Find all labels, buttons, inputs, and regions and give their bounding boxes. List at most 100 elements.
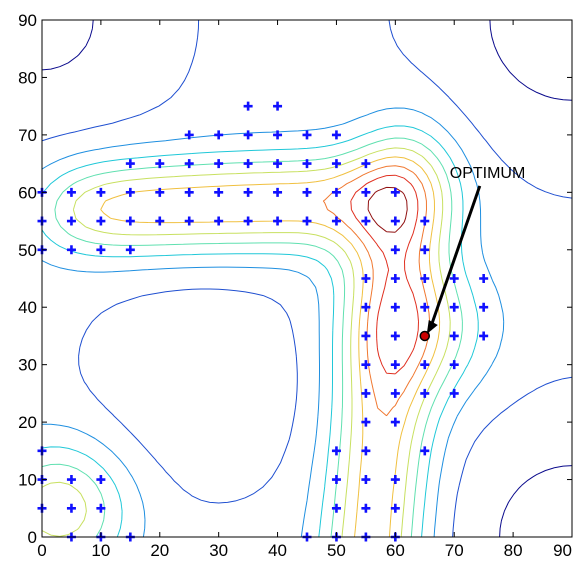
x-tick-label-70: 70 xyxy=(445,541,464,560)
contour-lines xyxy=(41,19,573,538)
sample-point-73 xyxy=(390,417,400,427)
y-tick-label-20: 20 xyxy=(18,413,37,432)
optimum-label: OPTIMUM xyxy=(450,165,526,182)
sample-point-27 xyxy=(331,187,341,197)
x-tick-label-20: 20 xyxy=(150,541,169,560)
sample-point-33 xyxy=(125,216,135,226)
plot-frame xyxy=(41,19,573,538)
y-axis-ticks: 0 10 20 30 40 50 60 70 80 90 xyxy=(18,11,572,547)
sample-point-37 xyxy=(243,216,253,226)
sample-point-57 xyxy=(420,302,430,312)
y-tick-label-0: 0 xyxy=(28,528,37,547)
sample-point-36 xyxy=(214,216,224,226)
optimum-arrow xyxy=(428,185,482,331)
sample-point-66 xyxy=(420,360,430,370)
y-tick-label-50: 50 xyxy=(18,241,37,260)
sample-point-70 xyxy=(420,388,430,398)
sample-point-38 xyxy=(273,216,283,226)
sample-point-71 xyxy=(449,388,459,398)
sample-point-82 xyxy=(361,475,371,485)
contour-level-8 xyxy=(350,174,419,375)
sample-point-41 xyxy=(361,216,371,226)
sample-point-54 xyxy=(479,274,489,283)
sample-point-69 xyxy=(390,388,400,398)
sample-point-4 xyxy=(243,130,253,140)
y-tick-label-90: 90 xyxy=(18,11,37,30)
sample-point-88 xyxy=(361,503,371,513)
sample-point-31 xyxy=(66,216,76,226)
sample-point-39 xyxy=(302,216,312,226)
sample-point-87 xyxy=(331,503,341,513)
sample-point-75 xyxy=(361,446,371,456)
x-tick-label-80: 80 xyxy=(504,541,523,560)
sample-point-64 xyxy=(361,360,371,370)
sample-point-76 xyxy=(420,446,430,456)
sample-point-68 xyxy=(361,388,371,398)
y-tick-label-10: 10 xyxy=(18,471,37,490)
sample-point-63 xyxy=(479,331,489,341)
optimum-arrowhead xyxy=(426,319,438,334)
sample-point-59 xyxy=(479,302,489,312)
sample-point-72 xyxy=(361,417,371,427)
sample-point-9 xyxy=(155,159,165,169)
sample-point-60 xyxy=(361,331,371,341)
sample-point-79 xyxy=(66,475,76,485)
x-tick-label-0: 0 xyxy=(37,541,46,560)
sample-point-7 xyxy=(331,130,341,140)
sample-point-49 xyxy=(420,245,430,255)
sample-point-55 xyxy=(361,302,371,312)
y-tick-label-80: 80 xyxy=(18,68,37,87)
sample-point-16 xyxy=(361,159,371,169)
contour-level-9 xyxy=(367,186,408,233)
sample-point-28 xyxy=(361,187,371,197)
sample-point-11 xyxy=(214,159,224,169)
sample-point-29 xyxy=(390,187,400,197)
sample-point-20 xyxy=(125,187,135,197)
sample-point-62 xyxy=(449,331,459,341)
sample-point-24 xyxy=(243,187,253,197)
sample-point-83 xyxy=(390,475,400,485)
sample-point-22 xyxy=(184,187,194,197)
sample-point-6 xyxy=(302,130,312,140)
sample-point-8 xyxy=(125,159,135,169)
sample-point-65 xyxy=(390,360,400,370)
sample-point-47 xyxy=(125,245,135,255)
sample-point-81 xyxy=(331,475,341,485)
sample-point-50 xyxy=(361,274,371,283)
sample-point-13 xyxy=(273,159,283,169)
y-tick-label-30: 30 xyxy=(18,356,37,375)
sample-point-85 xyxy=(66,503,76,513)
x-tick-label-10: 10 xyxy=(91,541,110,560)
sample-point-10 xyxy=(184,159,194,169)
sample-point-45 xyxy=(66,245,76,255)
x-tick-label-60: 60 xyxy=(386,541,405,560)
sample-point-89 xyxy=(390,503,400,513)
sample-point-12 xyxy=(243,159,253,169)
sample-point-32 xyxy=(96,216,106,226)
x-tick-label-90: 90 xyxy=(553,541,572,560)
sample-point-42 xyxy=(390,216,400,226)
x-axis-ticks: 0 10 20 30 40 50 60 70 80 90 xyxy=(37,20,573,560)
x-tick-label-40: 40 xyxy=(268,541,287,560)
sample-point-1 xyxy=(273,101,283,111)
contour-level-4 xyxy=(41,137,463,538)
contour-level-1 xyxy=(41,19,573,538)
sample-point-2 xyxy=(184,130,194,140)
x-tick-label-30: 30 xyxy=(209,541,228,560)
sample-point-3 xyxy=(214,130,224,140)
contour-level-6 xyxy=(100,156,441,538)
sample-point-46 xyxy=(96,245,106,255)
sample-point-51 xyxy=(390,274,400,283)
sample-point-26 xyxy=(302,187,312,197)
sample-point-67 xyxy=(449,360,459,370)
y-tick-label-40: 40 xyxy=(18,298,37,317)
sample-point-25 xyxy=(273,187,283,197)
sample-point-80 xyxy=(96,475,106,485)
y-tick-label-60: 60 xyxy=(18,183,37,202)
sample-point-53 xyxy=(449,274,459,283)
sample-point-35 xyxy=(184,216,194,226)
sample-point-52 xyxy=(420,274,430,283)
sample-point-21 xyxy=(155,187,165,197)
